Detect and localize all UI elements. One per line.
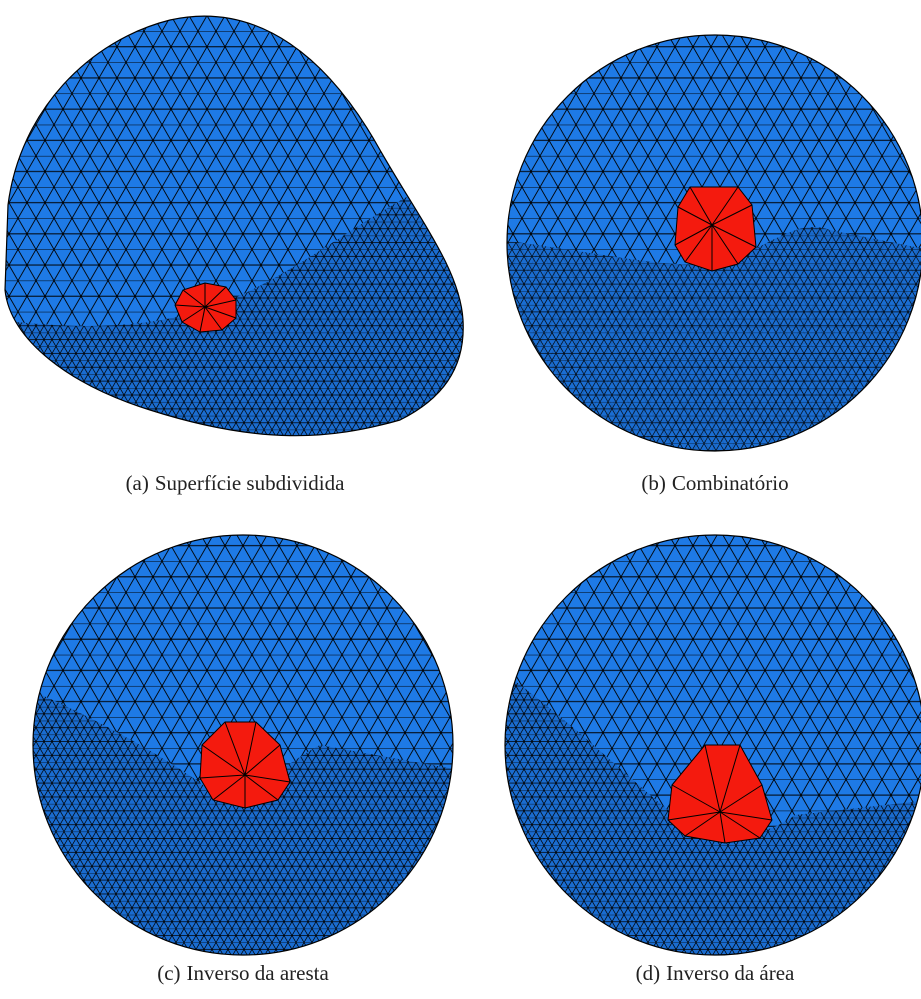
page: (a) Superfície subdividida (b)Combinatóri… xyxy=(0,0,921,999)
caption-text: Inverso da aresta xyxy=(187,961,330,985)
mesh-disk xyxy=(30,530,460,960)
caption: (c) Inverso da aresta xyxy=(157,961,329,985)
caption-label: (a) xyxy=(126,471,149,495)
figure: (a) Superfície subdividida (b)Combinatóri… xyxy=(0,0,921,999)
caption: (b)Combinatório xyxy=(641,471,788,495)
mesh-surface xyxy=(0,0,470,450)
caption-text: Superfície subdividida xyxy=(155,471,345,495)
caption-label: (d) xyxy=(636,961,661,985)
caption: (d)Inverso da área xyxy=(636,961,795,985)
caption-text: Combinatório xyxy=(672,471,789,495)
mesh-disk xyxy=(500,530,921,960)
caption-label: (c) xyxy=(157,961,180,985)
caption-label: (b) xyxy=(641,471,666,495)
caption: (a) Superfície subdividida xyxy=(126,471,346,495)
caption-text: Inverso da área xyxy=(666,961,795,985)
mesh-disk xyxy=(500,30,921,460)
